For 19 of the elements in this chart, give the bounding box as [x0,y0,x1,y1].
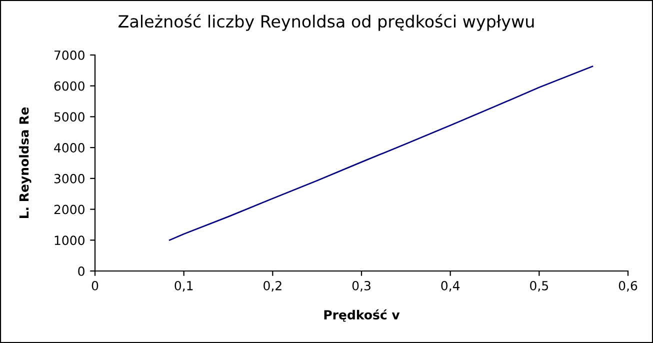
y-tick-label: 4000 [54,143,84,152]
y-tick-label: 0 [78,266,84,276]
y-tick-label: 2000 [54,204,84,214]
x-tick-label: 0,2 [264,280,282,292]
y-tick-label: 6000 [54,81,84,91]
chart-title: Zależność liczby Reynoldsa od prędkości wypływu [118,14,534,31]
y-tick-label: 5000 [54,112,84,122]
y-tick-label: 1000 [54,236,84,246]
x-axis-title: Prędkość v [324,309,400,322]
x-tick-label: 0,3 [352,280,370,292]
x-tick-label: 0,5 [530,280,548,292]
x-tick-label: 0,1 [174,280,193,292]
y-axis-title: L. Reynoldsa Re [19,107,32,218]
line-series [168,66,594,241]
x-tick-label: 0 [92,280,98,290]
y-tick-label: 7000 [54,50,84,60]
y-tick-label: 3000 [54,174,84,184]
x-tick-label: 0,6 [618,280,638,292]
x-tick-label: 0,4 [441,280,460,292]
